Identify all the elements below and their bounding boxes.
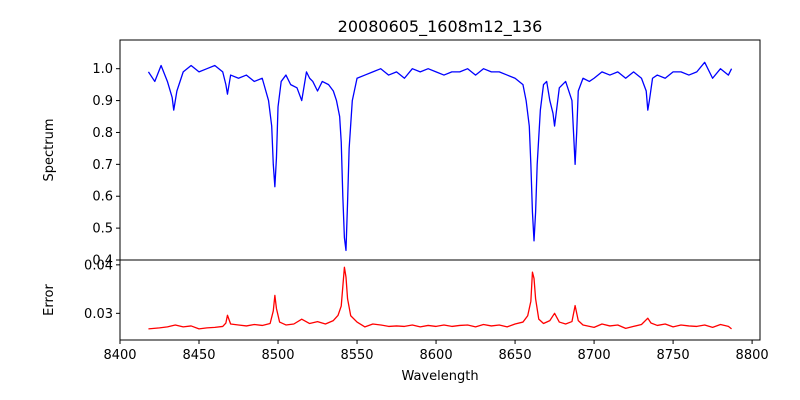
error-line-0 [148,266,732,330]
spectrum-y-tick-label-5: 0.9 [92,94,113,109]
spectrum-y-tick-label-4: 0.8 [92,126,113,141]
spectrum-y-tick-label-0: 0.4 [92,254,113,269]
error-panel-frame [119,259,761,341]
error-y-tick-label-1: 0.04 [84,258,113,273]
spectrum-y-tick-label-2: 0.6 [92,190,113,205]
spectrum-ylabel: Spectrum [42,119,57,182]
x-tick-label-4: 8600 [420,348,453,363]
spectrum-y-tick-label-6: 1.0 [92,62,113,77]
x-tick-label-1: 8450 [182,348,215,363]
x-tick-label-7: 8750 [657,348,690,363]
spectrum-y-ticks: 0.4 0.5 0.6 0.7 0.8 0.9 1.0 [92,62,120,269]
x-tick-label-6: 8700 [578,348,611,363]
error-ylabel: Error [42,284,57,316]
spectrum-series [147,61,733,252]
error-series [148,266,732,330]
x-tick-label-0: 8400 [103,348,136,363]
wavelength-x-ticks: 8400 8450 8500 8550 8600 8650 8700 8750 8800 [103,340,769,363]
x-tick-label-8: 8800 [736,348,769,363]
error-y-ticks: 0.03 0.04 [84,258,120,322]
spectrum-line-0 [147,61,733,252]
spectrum-y-tick-label-1: 0.5 [92,222,113,237]
x-tick-label-3: 8550 [340,348,373,363]
error-y-tick-label-0: 0.03 [84,307,113,322]
wavelength-xlabel: Wavelength [401,369,478,384]
x-tick-label-5: 8650 [499,348,532,363]
x-tick-label-2: 8500 [261,348,294,363]
spectrum-y-tick-label-3: 0.7 [92,158,113,173]
chart-title: 20080605_1608m12_136 [338,17,543,37]
